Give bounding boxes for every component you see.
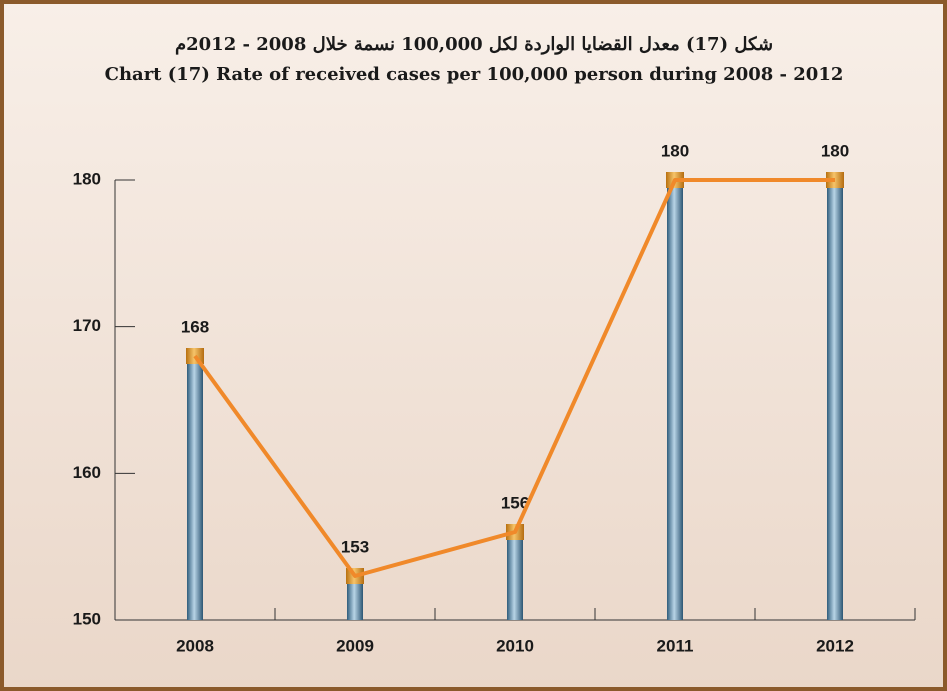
x-tick-label: 2012 (816, 636, 854, 655)
chart-title: Chart (17) Rate of received cases per 10… (105, 64, 844, 85)
y-tick-label: 150 (73, 609, 101, 628)
y-tick-label: 160 (73, 463, 101, 482)
x-tick-label: 2008 (176, 636, 214, 655)
y-tick-label: 170 (73, 316, 101, 335)
bar (187, 356, 203, 620)
value-label: 156 (501, 493, 529, 512)
bar (347, 576, 363, 620)
bar (507, 532, 523, 620)
line (193, 178, 835, 578)
value-label: 180 (821, 141, 849, 160)
value-label: 153 (341, 537, 369, 556)
value-label: 180 (661, 141, 689, 160)
chart-title-arabic: شكل (17) معدل القضايا الواردة لكل 100,00… (175, 34, 773, 55)
x-tick-label: 2010 (496, 636, 534, 655)
x-tick-label: 2011 (657, 636, 694, 655)
bar (667, 180, 683, 620)
x-tick-label: 2009 (336, 636, 374, 655)
bar (827, 180, 843, 620)
value-label: 168 (181, 317, 209, 336)
y-tick-label: 180 (73, 169, 101, 188)
